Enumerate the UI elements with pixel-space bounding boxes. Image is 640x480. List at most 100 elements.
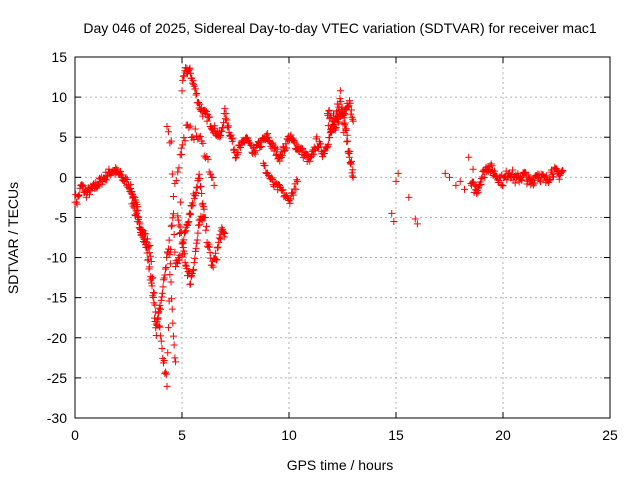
data-point [214, 243, 222, 251]
data-point [193, 184, 201, 192]
data-point [187, 69, 195, 77]
data-point [181, 137, 189, 145]
data-point [394, 169, 402, 177]
data-point [339, 109, 347, 117]
data-point [334, 113, 342, 121]
data-point [94, 182, 102, 190]
data-point [215, 234, 223, 242]
data-point [212, 249, 220, 257]
data-point [164, 324, 172, 332]
data-point [185, 267, 193, 275]
data-point [179, 72, 187, 80]
data-point [392, 177, 400, 185]
data-point [446, 173, 453, 181]
data-point [156, 323, 164, 331]
data-point [210, 181, 218, 189]
data-point [531, 179, 539, 187]
data-point [465, 153, 473, 161]
data-point [264, 130, 272, 138]
data-point [193, 236, 201, 244]
data-point [202, 108, 210, 116]
x-tick-label: 25 [602, 427, 618, 443]
data-point [178, 87, 186, 95]
data-point [187, 210, 195, 218]
data-point [326, 134, 334, 142]
data-point [195, 170, 203, 178]
data-point [170, 341, 178, 349]
data-point [158, 293, 166, 301]
data-point [146, 242, 154, 250]
data-point [347, 106, 355, 114]
data-point [165, 236, 173, 244]
data-point [163, 123, 171, 131]
data-point [505, 169, 513, 177]
data-point [149, 292, 157, 300]
data-point [196, 221, 204, 229]
data-point [199, 213, 207, 221]
data-point [143, 243, 151, 251]
data-point [130, 199, 138, 207]
data-point [202, 226, 210, 234]
data-point [174, 212, 182, 220]
data-point [347, 110, 355, 118]
data-point [182, 261, 190, 269]
data-point [200, 205, 208, 213]
data-point [228, 134, 236, 142]
data-point [160, 276, 168, 284]
data-point [268, 174, 276, 182]
data-point [193, 239, 201, 247]
data-point [282, 144, 290, 152]
data-point [282, 140, 290, 148]
data-point [177, 228, 185, 236]
data-point [206, 249, 214, 257]
data-point [196, 100, 204, 108]
data-point [217, 132, 225, 140]
x-tick-label: 5 [178, 427, 186, 443]
data-point [297, 144, 305, 152]
data-point [190, 259, 198, 267]
data-point [279, 186, 287, 194]
data-point [112, 164, 120, 172]
data-point [203, 152, 211, 160]
data-point [179, 238, 187, 246]
data-point [221, 229, 229, 237]
data-point [222, 110, 230, 118]
data-point [293, 176, 301, 184]
data-point [189, 266, 197, 274]
data-point [192, 188, 200, 196]
data-point [162, 370, 170, 378]
data-point [252, 147, 260, 155]
data-point [227, 131, 235, 139]
data-point [276, 157, 284, 165]
y-tick-label: 10 [51, 89, 67, 105]
data-point [193, 90, 201, 98]
data-point [174, 216, 182, 224]
data-point [181, 228, 189, 236]
data-point [188, 270, 196, 278]
data-point [456, 177, 464, 185]
data-point [154, 314, 162, 322]
data-point [218, 127, 226, 135]
x-tick-labels: 0 5 10 15 20 25 [71, 427, 618, 443]
data-point [148, 282, 156, 290]
data-point [167, 222, 175, 230]
y-axis-label: SDTVAR / TECUs [5, 182, 21, 294]
data-point [299, 145, 307, 153]
data-point [186, 64, 194, 72]
y-tick-label: 15 [51, 49, 67, 65]
data-point [310, 150, 318, 158]
data-point [196, 174, 204, 182]
data-point [73, 200, 81, 208]
data-point [158, 344, 166, 352]
data-point [189, 77, 197, 85]
data-point [317, 140, 325, 148]
data-point [488, 162, 496, 170]
data-point [552, 166, 560, 174]
data-point [169, 210, 177, 218]
data-point [177, 144, 185, 152]
data-point [174, 168, 182, 176]
data-point [347, 157, 355, 165]
data-point [224, 123, 232, 131]
data-point [144, 256, 152, 264]
